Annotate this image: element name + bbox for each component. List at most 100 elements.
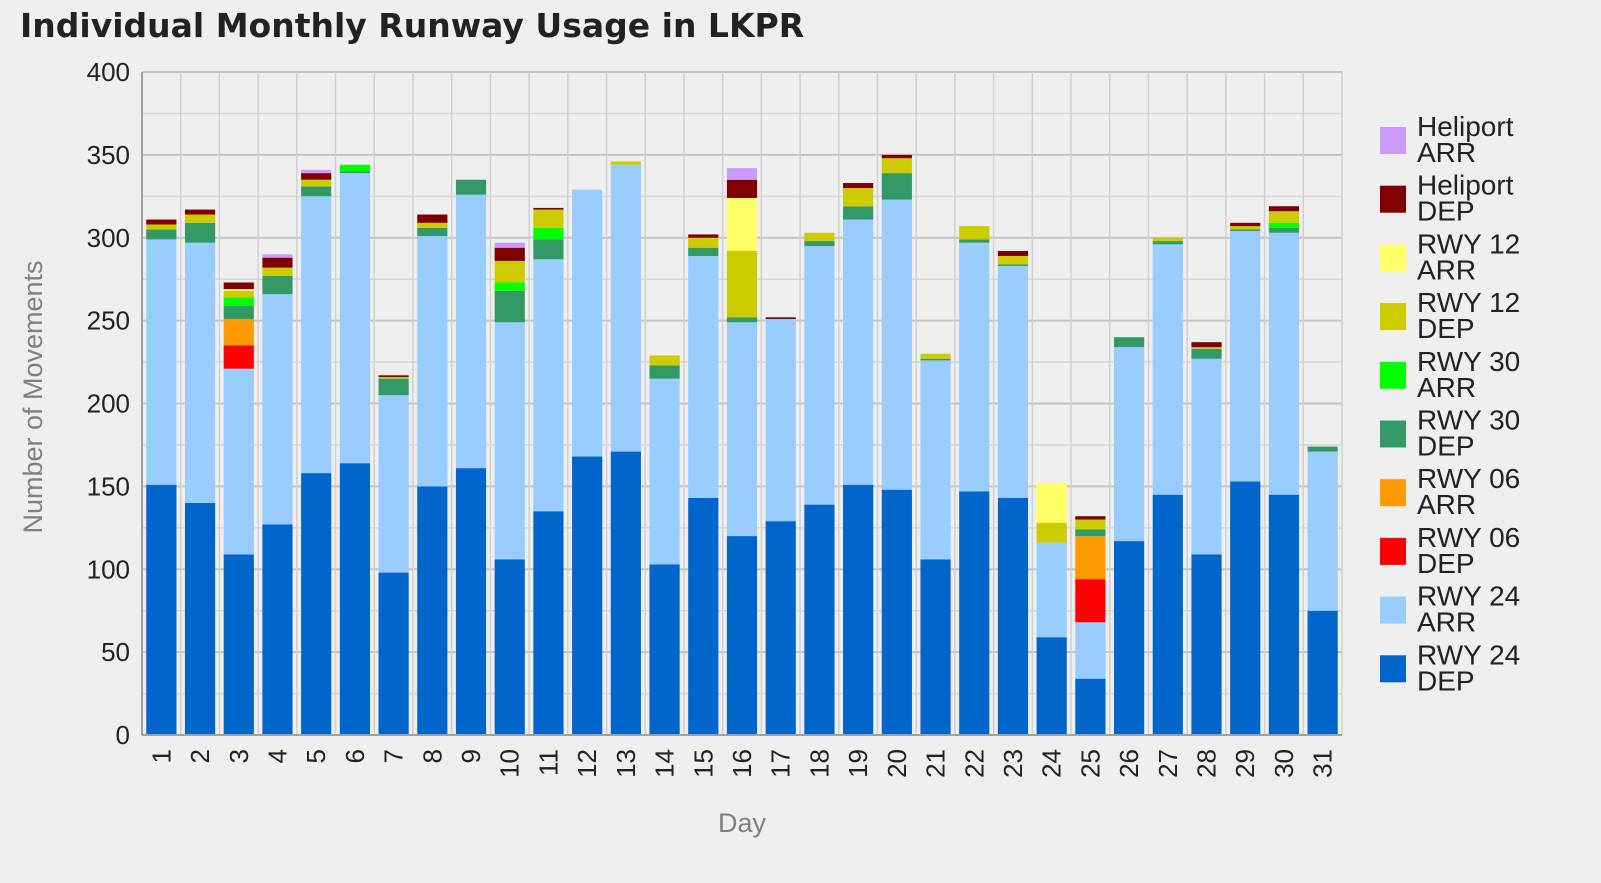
bar-segment-rwy-24-arr — [804, 246, 835, 505]
legend-label: RWY 24 ARR — [1417, 581, 1520, 638]
x-tick-label: 6 — [340, 749, 370, 763]
legend-label: RWY 30 ARR — [1417, 346, 1520, 403]
bar-segment-rwy-12-dep — [262, 267, 293, 276]
bar-segment-rwy-30-dep — [881, 173, 912, 200]
bar-segment-rwy-30-dep — [378, 378, 409, 396]
x-tick-label: 11 — [533, 749, 563, 776]
bar-segment-rwy-24-arr — [920, 360, 951, 560]
legend-label: RWY 12 DEP — [1417, 287, 1520, 344]
y-axis-title: Number of Movements — [18, 260, 48, 533]
y-tick-label: 150 — [87, 471, 130, 501]
y-tick-labels: 0 50 100 150 200 250 300 350 400 — [87, 57, 130, 750]
y-tick-label: 250 — [87, 306, 130, 336]
bar-segment-rwy-24-arr — [262, 294, 293, 525]
bar-segment-rwy-06-arr — [1075, 536, 1106, 580]
legend-label: RWY 24 DEP — [1417, 639, 1520, 696]
x-tick-label: 5 — [301, 749, 331, 763]
bar-segment-rwy-12-dep — [146, 224, 177, 230]
bar-segment-rwy-12-dep — [610, 161, 641, 165]
legend-label: RWY 12 ARR — [1417, 228, 1520, 285]
bar-segment-heliport-arr — [262, 254, 293, 258]
bar-stack-day-5 — [301, 169, 332, 735]
bar-segment-rwy-12-arr — [726, 197, 758, 252]
bar-segment-rwy-12-dep — [1152, 237, 1183, 242]
bar-segment-rwy-12-dep — [378, 376, 409, 379]
legend-swatch — [1380, 420, 1406, 448]
bar-segment-heliport-arr — [301, 169, 332, 174]
x-tick-label: 15 — [688, 749, 718, 778]
y-tick-label: 300 — [87, 223, 130, 253]
bar-segment-rwy-24-dep — [1036, 637, 1067, 735]
x-tick-label: 12 — [572, 749, 602, 778]
bar-segment-heliport-dep — [1230, 222, 1261, 227]
x-tick-label: 14 — [650, 749, 680, 778]
legend-swatch — [1380, 361, 1406, 389]
legend-item-rwy-06-dep: RWY 06 DEP — [1380, 522, 1520, 579]
legend-swatch — [1380, 303, 1406, 331]
legend-swatch — [1380, 596, 1406, 624]
bar-segment-rwy-30-dep — [688, 247, 719, 256]
bar-stack-day-16 — [726, 168, 758, 735]
bar-stack-day-29 — [1230, 222, 1261, 735]
bar-segment-rwy-30-dep — [1114, 337, 1145, 348]
bar-stack-day-17 — [765, 317, 796, 735]
x-tick-label: 3 — [224, 749, 254, 763]
bar-segment-rwy-12-dep — [959, 226, 990, 240]
y-tick-label: 50 — [101, 637, 130, 667]
bar-segment-rwy-24-arr — [843, 219, 874, 485]
x-tick-label: 25 — [1075, 749, 1105, 778]
bar-segment-rwy-12-dep — [417, 222, 448, 228]
bar-segment-rwy-24-dep — [417, 486, 448, 735]
bar-segment-rwy-24-dep — [610, 451, 641, 735]
bar-segment-rwy-30-dep — [1307, 446, 1338, 452]
bar-segment-rwy-12-dep — [1268, 211, 1300, 223]
x-tick-label: 1 — [146, 749, 176, 763]
bar-segment-heliport-dep — [378, 375, 409, 377]
bar-stack-day-24 — [1036, 483, 1067, 735]
bar-segment-rwy-24-dep — [223, 554, 254, 735]
bar-segment-rwy-30-dep — [1230, 229, 1261, 232]
legend-label: RWY 30 DEP — [1417, 405, 1520, 462]
bar-segment-heliport-dep — [184, 209, 216, 215]
bar-segment-rwy-24-dep — [1114, 541, 1145, 735]
legend-item-rwy-30-dep: RWY 30 DEP — [1380, 405, 1520, 462]
bar-segment-rwy-24-dep — [843, 484, 874, 735]
bar-segment-rwy-30-dep — [184, 222, 216, 243]
x-tick-label: 27 — [1153, 749, 1183, 778]
bar-segment-rwy-24-arr — [301, 196, 332, 474]
bar-segment-rwy-12-dep — [1230, 226, 1261, 230]
legend-label: RWY 06 DEP — [1417, 522, 1520, 579]
bar-segment-rwy-24-arr — [1114, 347, 1145, 542]
bar-segment-heliport-dep — [223, 282, 254, 290]
bar-stack-day-14 — [649, 355, 680, 735]
bar-segment-rwy-12-dep — [533, 209, 564, 228]
bar-segment-rwy-12-dep — [843, 188, 874, 207]
legend-swatch — [1380, 244, 1406, 272]
legend-item-rwy-30-arr: RWY 30 ARR — [1380, 346, 1520, 403]
y-tick-label: 100 — [87, 554, 130, 584]
bar-segment-rwy-12-dep — [1075, 519, 1106, 530]
bar-segment-rwy-24-dep — [649, 564, 680, 735]
bar-segment-rwy-12-dep — [688, 237, 719, 248]
chart-title: Individual Monthly Runway Usage in LKPR — [20, 6, 805, 45]
legend-item-rwy-12-dep: RWY 12 DEP — [1380, 287, 1520, 344]
bar-segment-rwy-24-arr — [1191, 358, 1222, 555]
bar-segment-rwy-24-dep — [920, 559, 951, 735]
bar-segment-rwy-30-dep — [726, 317, 758, 323]
bar-stack-day-28 — [1191, 342, 1222, 735]
bar-segment-rwy-30-dep — [533, 239, 564, 260]
legend-swatch — [1380, 127, 1406, 154]
y-tick-label: 200 — [87, 389, 130, 419]
bar-segment-rwy-06-dep — [223, 345, 254, 369]
bar-segment-rwy-30-dep — [1268, 227, 1300, 233]
bar-stacks — [146, 154, 1338, 735]
bar-segment-heliport-dep — [301, 173, 332, 180]
x-tick-label: 18 — [804, 749, 834, 778]
x-tick-label: 13 — [611, 749, 641, 778]
x-tick-labels: 1 2 3 4 5 6 7 8 9 10 11 12 13 14 15 16 17 18 19 20 21 22 23 24 2… — [146, 749, 1337, 778]
bar-stack-day-22 — [959, 226, 990, 735]
x-tick-label: 20 — [882, 749, 912, 778]
x-tick-label: 28 — [1192, 749, 1222, 778]
bar-segment-rwy-24-arr — [1307, 451, 1338, 611]
bar-stack-day-25 — [1075, 516, 1106, 735]
